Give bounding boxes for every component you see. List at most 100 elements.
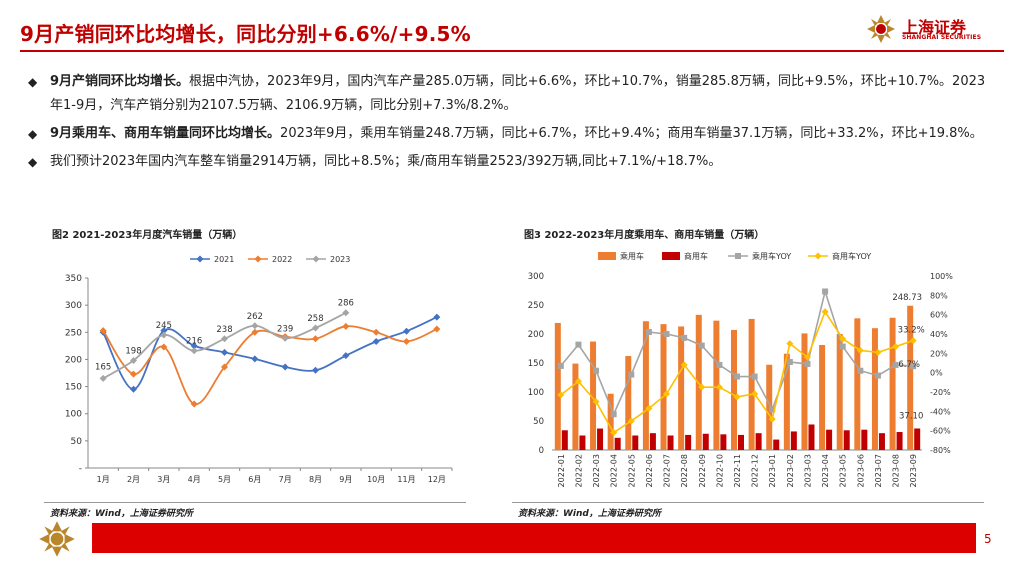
summary-bullets: ◆ 9月产销同环比均增长。根据中汽协，2023年9月，国内汽车产量285.0万辆… [28,70,988,178]
data-point-商用车YOY [803,353,811,361]
logo-sub: SHANGHAI SECURITIES [902,34,982,41]
data-point-商用车YOY [874,348,882,356]
bar-passenger [590,341,597,450]
y-tick-label: 50 [533,417,544,427]
legend-label: 商用车 [684,251,708,261]
x-tick-label: 2022-08 [680,454,689,487]
bar-commercial [790,431,797,450]
y-tick-label: 50 [71,437,83,447]
data-label-2023: 239 [277,324,293,334]
chart1-svg: - 50 100 150 200 250 300 350 1月 2月 3月 4月 5月 6月 7月 8月 9月 1… [65,255,453,484]
x-tick-label: 2023-08 [892,454,901,487]
x-tick-label: 2022-01 [557,454,566,487]
x-tick-label: 2022-03 [592,454,601,487]
data-point-商用车YOY [557,391,565,399]
bar-passenger [607,393,614,450]
legend-label: 2022 [272,255,292,264]
data-point-商用车YOY [698,383,706,391]
footer-bar [92,523,976,553]
data-point-2021 [160,327,168,335]
data-point-乘用车YOY [874,372,881,379]
source-divider [512,502,984,503]
data-point-乘用车YOY [804,360,811,367]
bar-commercial [702,433,709,450]
data-point-商用车YOY [715,383,723,391]
data-point-乘用车YOY [910,363,917,370]
legend-label: 乘用车 [620,251,644,261]
chart1-title: 图2 2021-2023年月度汽车销量（万辆） [52,230,243,241]
data-point-2022 [372,328,380,336]
bar-commercial [843,430,850,450]
data-point-商用车YOY [892,343,900,351]
data-point-商用车YOY [574,377,582,385]
y-tick-label: 150 [65,383,82,393]
data-point-2023 [281,334,289,342]
x-tick-label: 2023-04 [821,454,830,487]
y-tick-label: 150 [528,359,544,369]
chart2: 0 50 100 150 200 250 300 -80% -60% -40% -20% 0% 20% 4… [512,240,992,502]
bar-passenger [819,345,826,450]
bullet-item: ◆ 9月产销同环比均增长。根据中汽协，2023年9月，国内汽车产量285.0万辆… [28,70,988,118]
y2-tick-label: -40% [930,407,951,416]
x-tick-label: 7月 [279,475,292,484]
x-tick-label: 2022-10 [715,454,724,487]
data-point-商用车YOY [909,337,917,345]
data-point-乘用车YOY [628,371,635,378]
data-point-乘用车YOY [698,342,705,349]
chart1: - 50 100 150 200 250 300 350 1月 2月 3月 4月 5月 6月 7月 8月 9月 1… [44,240,466,502]
data-point-2022 [312,335,319,343]
y2-tick-label: 0% [930,369,943,378]
x-tick-label: 2022-11 [733,454,742,487]
data-point-2023 [221,335,228,343]
data-point-商用车YOY [856,346,864,354]
data-label-2023: 262 [247,312,263,322]
bar-commercial [667,435,674,450]
legend-marker [312,255,320,263]
data-label-passenger: 248.73 [892,293,922,303]
y2-tick-label: -60% [930,427,951,436]
bar-passenger [801,333,808,450]
data-label-2023: 198 [125,347,141,357]
bar-passenger [836,334,843,450]
bar-commercial [826,429,833,450]
x-tick-label: 2023-05 [839,454,848,487]
data-point-商用车YOY [645,404,653,412]
source-divider [44,502,466,503]
data-point-2022 [190,400,198,408]
data-point-商用车YOY [610,429,618,437]
y-tick-label: 350 [65,274,82,284]
y2-tick-label: 20% [930,349,948,358]
x-tick-label: 1月 [97,475,110,484]
data-point-2022 [342,322,350,330]
x-tick-label: 2022-05 [627,454,636,487]
bar-commercial [861,429,868,450]
bullet-text: 2023年9月，乘用车销量248.7万辆，同比+6.7%，环比+9.4%；商用车… [280,126,983,141]
x-tick-label: 2022-04 [610,454,619,487]
chart2-svg: 0 50 100 150 200 250 300 -80% -60% -40% -20% 0% 20% 4… [528,251,954,487]
bar-passenger [678,326,685,450]
page-title: 9月产销同环比均增长，同比分别+6.6%/+9.5% [20,22,471,46]
x-tick-label: 2023-09 [909,454,918,487]
bar-passenger [554,322,561,450]
x-tick-label: 6月 [248,475,261,484]
x-tick-label: 12月 [428,475,446,484]
legend-label: 商用车YOY [832,251,871,261]
bar-commercial [632,435,639,450]
data-point-商用车YOY [768,415,776,423]
data-point-商用车YOY [839,335,847,343]
x-tick-label: 2月 [127,475,140,484]
y-tick-label: 100 [65,410,82,420]
y-tick-label: 300 [65,301,82,311]
bullet-text: 我们预计2023年国内汽车整车销量2914万辆，同比+8.5%；乘/商用车销量2… [50,154,722,169]
data-point-2023 [99,374,107,382]
bar-passenger [625,356,632,450]
data-point-乘用车YOY [663,331,670,337]
data-point-2021 [403,327,410,335]
bullet-text: 根据中汽协，2023年9月，国内汽车产量285.0万辆，同比+6.6%，环比+1… [50,74,986,113]
data-point-2021 [433,313,441,321]
bar-passenger [642,321,649,450]
bar-commercial [914,428,921,450]
x-tick-label: 11月 [397,475,415,484]
bar-commercial [685,434,692,450]
legend-marker [735,253,741,259]
